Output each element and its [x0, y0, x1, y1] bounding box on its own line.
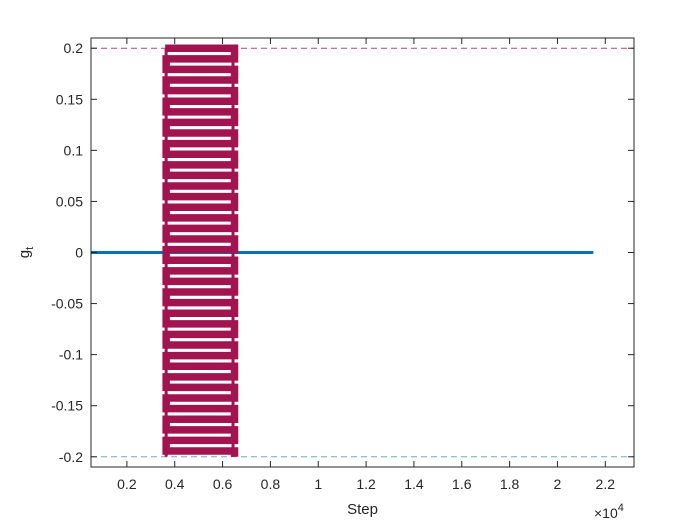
x-tick-label: 0.8 [261, 476, 281, 492]
x-tick-label: 1.4 [404, 476, 424, 492]
x-tick-label: 0.6 [213, 476, 233, 492]
x-axis-exponent-power: 4 [618, 502, 624, 514]
series-oscillation-1 [162, 44, 239, 457]
x-tick-label: 0.4 [165, 476, 185, 492]
x-tick-label: 1 [314, 476, 322, 492]
y-axis-label: gt [16, 247, 36, 258]
x-tick-label: 2 [554, 476, 562, 492]
x-tick-label: 2.2 [596, 476, 616, 492]
x-tick-label: 1.6 [452, 476, 472, 492]
y-tick-label: 0.2 [64, 40, 84, 56]
y-tick-label: 0.15 [56, 91, 83, 107]
y-axis-label-subscript: t [24, 247, 36, 250]
x-axis-exponent: ×104 [594, 502, 624, 521]
y-tick-label: 0.05 [56, 193, 83, 209]
y-tick-label: -0.2 [59, 449, 83, 465]
oscillation-trace [162, 44, 239, 457]
x-tick-label: 0.2 [117, 476, 137, 492]
y-axis-label-main: g [16, 250, 33, 258]
y-tick-label: -0.05 [51, 296, 83, 312]
y-tick-label: -0.1 [59, 347, 83, 363]
x-tick-label: 1.8 [500, 476, 520, 492]
y-tick-label: 0.1 [64, 142, 84, 158]
x-tick-label: 1.2 [356, 476, 376, 492]
x-axis-label: Step [347, 501, 378, 518]
y-tick-label: 0 [75, 245, 83, 261]
x-axis-exponent-base: ×10 [594, 505, 618, 521]
y-tick-label: -0.15 [51, 398, 83, 414]
